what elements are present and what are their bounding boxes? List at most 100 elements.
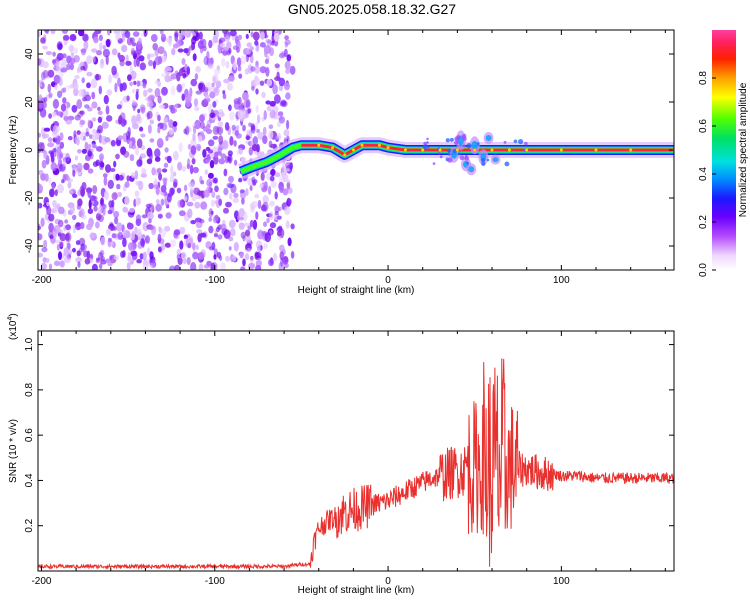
noise-blob (194, 201, 201, 209)
noise-blob (284, 206, 291, 216)
noise-blob (266, 217, 270, 224)
noise-blob (136, 259, 142, 264)
noise-blob (147, 110, 153, 120)
noise-blob (74, 74, 80, 80)
noise-blob (222, 50, 228, 56)
snr-frame (37, 330, 675, 572)
noise-blob (69, 204, 75, 214)
noise-blob (218, 135, 224, 145)
noise-blob (250, 66, 256, 72)
noise-blob (254, 65, 261, 74)
noise-blob (142, 82, 147, 89)
noise-blob (269, 200, 275, 207)
noise-blob (283, 82, 291, 91)
noise-blob (80, 188, 85, 197)
noise-blob (226, 182, 234, 189)
ridge-dot (351, 148, 355, 152)
noise-blob (73, 87, 79, 97)
noise-blob (122, 237, 127, 248)
colorbar-tick-label: 0.0 (698, 263, 709, 277)
turbulence-dot (480, 157, 486, 163)
noise-blob (245, 229, 251, 237)
noise-blob (79, 119, 86, 125)
noise-blob (265, 100, 271, 105)
noise-blob (190, 138, 197, 148)
noise-blob (255, 265, 262, 270)
noise-blob (224, 35, 231, 42)
noise-blob (137, 108, 141, 114)
noise-blob (221, 58, 226, 67)
noise-blob (268, 258, 274, 267)
noise-blob (84, 141, 89, 151)
noise-blob (186, 201, 194, 207)
noise-blob (239, 252, 244, 259)
noise-blob (105, 39, 111, 48)
noise-blob (183, 195, 188, 202)
noise-blob (163, 162, 169, 168)
noise-blob (59, 233, 67, 242)
noise-blob (102, 48, 110, 58)
noise-blob (198, 252, 205, 260)
noise-blob (136, 159, 143, 167)
noise-blob (227, 183, 235, 188)
noise-blob (233, 60, 237, 71)
noise-blob (269, 47, 274, 57)
noise-blob (228, 104, 232, 111)
noise-blob (70, 52, 75, 57)
noise-blob (107, 179, 115, 189)
turbulence-dot (449, 137, 454, 142)
snr-series-line (38, 358, 674, 571)
noise-blob (79, 131, 86, 142)
noise-blob (135, 146, 139, 156)
noise-blob (126, 74, 132, 82)
noise-blob (274, 191, 278, 200)
noise-blob (132, 31, 140, 37)
noise-blob (211, 199, 215, 207)
noise-blob (149, 138, 155, 143)
noise-blob (196, 229, 203, 234)
noise-blob (163, 117, 168, 123)
noise-blob (214, 214, 219, 222)
noise-blob (185, 126, 192, 133)
noise-blob (140, 173, 148, 178)
noise-blob (276, 226, 283, 233)
noise-blob (170, 187, 175, 195)
noise-blob (240, 55, 247, 65)
turbulence-dot (447, 148, 452, 153)
noise-blob (87, 119, 91, 128)
noise-blob (228, 111, 235, 121)
noise-blob (157, 213, 163, 219)
noise-blob (191, 194, 197, 202)
noise-blob (83, 135, 86, 141)
noise-blob (249, 46, 254, 51)
noise-blob (159, 104, 166, 109)
noise-blob (40, 71, 46, 81)
noise-blob (227, 82, 233, 91)
noise-blob (98, 42, 103, 51)
noise-blob (249, 185, 253, 191)
noise-blob (238, 73, 243, 79)
noise-blob (192, 133, 196, 142)
ridge-dot (377, 143, 381, 147)
noise-blob (152, 60, 156, 70)
noise-blob (249, 219, 254, 228)
noise-blob (228, 175, 234, 183)
noise-blob (77, 149, 82, 154)
noise-blob (197, 40, 204, 49)
noise-blob (203, 189, 210, 198)
noise-blob (58, 251, 62, 261)
noise-blob (197, 135, 203, 143)
noise-blob (207, 149, 213, 154)
noise-blob (237, 109, 244, 120)
noise-blob (131, 100, 137, 106)
noise-blob (192, 123, 196, 129)
noise-blob (45, 257, 50, 264)
noise-blob (274, 94, 281, 104)
noise-blob (191, 242, 196, 250)
noise-blob (273, 252, 278, 262)
turbulence-dot (459, 155, 465, 161)
noise-blob (218, 198, 222, 206)
noise-blob (85, 131, 90, 137)
noise-blob (285, 68, 291, 75)
noise-blob (255, 88, 259, 95)
